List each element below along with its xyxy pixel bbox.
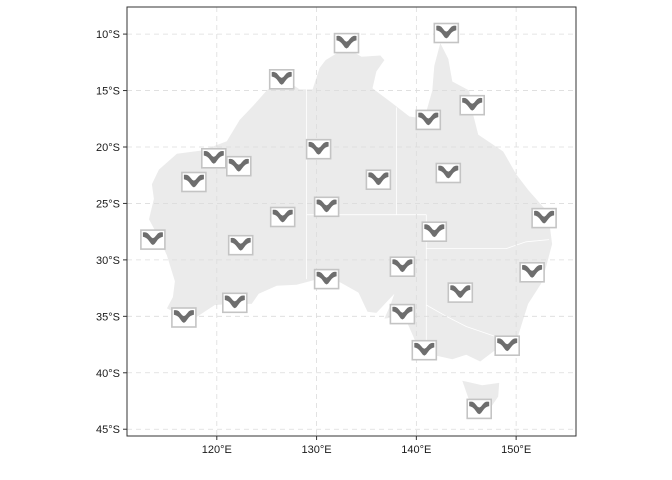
y-tick-label: 40°S [96, 368, 120, 380]
y-tick-label: 30°S [96, 255, 120, 267]
glyph-band [224, 295, 245, 309]
y-tick-label: 10°S [96, 29, 120, 41]
glyph-band [418, 112, 439, 126]
glyph-band [462, 97, 483, 111]
glyph-band [438, 165, 459, 179]
site-glyph [226, 155, 252, 177]
grid-lines [127, 7, 576, 436]
australia-landmass [149, 43, 553, 362]
site-glyphs [140, 22, 557, 420]
glyph-band [414, 342, 435, 356]
site-glyph [435, 162, 462, 184]
site-glyph [313, 268, 340, 290]
panel-border [126, 6, 577, 437]
land-layer [149, 43, 553, 414]
glyph-band [522, 265, 543, 278]
glyph-band [271, 71, 292, 85]
site-glyph [227, 234, 254, 256]
glyph-band [392, 259, 413, 273]
glyph-band [469, 401, 490, 415]
site-glyph [389, 256, 416, 278]
glyph-band [316, 271, 337, 285]
site-glyph [459, 94, 486, 116]
glyph-band [230, 237, 251, 251]
site-glyph [333, 32, 360, 54]
x-tick-label: 150°E [501, 444, 531, 456]
site-glyph [531, 207, 557, 229]
glyph-band [142, 232, 163, 245]
glyph-band [272, 209, 293, 223]
y-tick-label: 35°S [96, 311, 120, 323]
site-glyph [305, 138, 332, 160]
site-glyph [411, 339, 438, 361]
site-glyph [447, 282, 474, 303]
glyph-band [336, 35, 357, 49]
x-axis: 120°E 130°E 140°E 150°E [202, 436, 531, 456]
glyph-band [228, 158, 249, 172]
y-tick-label: 25°S [96, 198, 120, 210]
x-tick-label: 130°E [302, 444, 332, 456]
site-glyph [494, 335, 521, 357]
glyph-band [436, 25, 457, 39]
glyph-band [392, 306, 413, 320]
site-glyph [433, 22, 460, 44]
glyph-band [173, 310, 194, 323]
x-tick-label: 140°E [401, 444, 431, 456]
glyph-band [368, 172, 389, 186]
glyph-band [424, 224, 445, 238]
y-tick-label: 15°S [96, 86, 120, 98]
y-tick-label: 45°S [96, 424, 120, 436]
x-tick-label: 120°E [202, 444, 232, 456]
site-glyph [466, 398, 493, 420]
site-glyph [171, 307, 197, 328]
y-tick-label: 20°S [96, 142, 120, 154]
site-glyph [365, 169, 392, 190]
site-glyph [269, 206, 296, 228]
glyph-band [534, 210, 555, 224]
site-glyph [421, 221, 448, 242]
site-glyph [519, 261, 545, 283]
y-axis: 10°S 15°S 20°S 25°S 30°S 35°S 40°S 45°S [96, 29, 127, 436]
site-glyph [313, 196, 340, 218]
site-glyph [268, 69, 295, 90]
site-glyph [222, 292, 248, 314]
glyph-band [203, 151, 224, 164]
site-glyph [181, 171, 207, 193]
glyph-band [308, 141, 329, 155]
glyph-band [497, 338, 518, 352]
glyph-band [316, 199, 337, 213]
site-glyph [389, 303, 416, 325]
site-glyph [415, 109, 442, 131]
site-glyph [201, 148, 227, 169]
glyph-band [183, 174, 204, 188]
glyph-band [450, 285, 471, 298]
site-glyph [140, 229, 166, 250]
